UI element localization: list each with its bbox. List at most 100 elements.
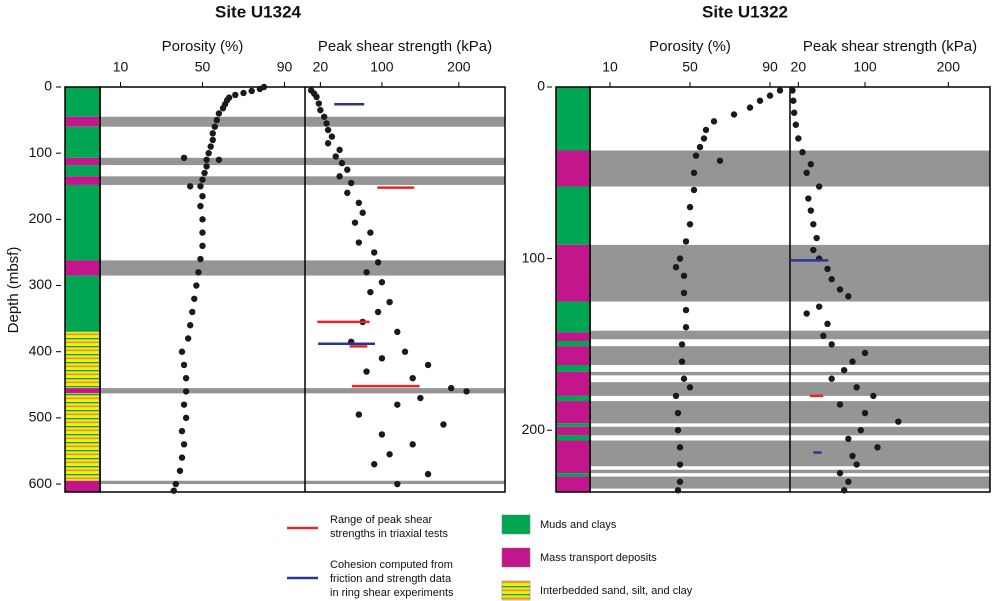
data-point (845, 293, 852, 300)
lithology-interval (556, 244, 590, 302)
data-point (182, 374, 190, 382)
data-point (440, 421, 447, 428)
lithology-interval (556, 150, 590, 187)
data-point (820, 332, 827, 340)
site-panel: Site U1322 0 100 200 Porosity (%) 10 50 90 Peak … (522, 2, 991, 494)
data-point (193, 282, 200, 289)
data-point (211, 123, 218, 130)
legend-swatch (501, 580, 531, 601)
x-axis-label: Peak shear strength (kPa) (803, 38, 977, 55)
x-tick-label: 100 (370, 59, 394, 75)
data-point (199, 176, 206, 183)
data-point (394, 480, 401, 488)
data-point (386, 451, 393, 458)
data-point (324, 126, 332, 134)
data-point (201, 169, 208, 177)
data-point (338, 159, 346, 167)
data-point (696, 143, 704, 151)
data-point (189, 308, 196, 316)
data-point (386, 298, 393, 306)
data-point (790, 109, 798, 116)
x-tick-label: 200 (937, 59, 961, 75)
data-point (394, 328, 401, 336)
x-axis-label: Porosity (%) (162, 38, 244, 55)
x-axis-label: Peak shear strength (kPa) (318, 38, 492, 55)
data-point (676, 255, 684, 262)
data-point (447, 384, 455, 392)
lithology-interval (65, 331, 100, 389)
data-point (336, 146, 343, 154)
lithology-interval (556, 395, 590, 402)
x-tick-label: 10 (113, 59, 129, 75)
legend-label: friction and strength data (330, 573, 452, 585)
data-point (870, 392, 877, 400)
data-point (367, 288, 374, 296)
data-point (209, 136, 216, 144)
data-point (347, 179, 355, 187)
y-tick-label: 500 (29, 409, 53, 425)
data-point (813, 234, 820, 242)
data-point (678, 358, 686, 365)
lithology-interval (556, 426, 590, 436)
data-point (199, 192, 206, 200)
data-point (895, 418, 902, 425)
data-point (678, 341, 686, 348)
data-point (180, 441, 188, 448)
data-point (682, 238, 690, 245)
legend-label: Interbedded sand, silt, and clay (540, 585, 693, 597)
lithology-interval (556, 186, 590, 245)
data-point (810, 246, 817, 254)
lithology-interval (556, 435, 590, 441)
data-point (197, 183, 204, 190)
y-axis-label: Depth (mbsf) (5, 247, 22, 334)
data-point (716, 157, 724, 164)
data-point (344, 166, 351, 173)
lithology-interval (65, 157, 100, 166)
data-point (205, 149, 212, 157)
lithology-interval (65, 480, 100, 492)
y-tick-label: 0 (44, 78, 52, 94)
data-point (317, 106, 324, 114)
y-tick-label: 600 (29, 475, 53, 491)
data-point (845, 435, 852, 443)
x-tick-label: 10 (602, 59, 618, 75)
mtd-band (100, 176, 505, 185)
lithology-interval (556, 423, 590, 427)
data-point (836, 469, 844, 477)
data-point (874, 444, 881, 451)
data-point (836, 286, 844, 293)
data-point (203, 156, 210, 163)
data-point (424, 470, 432, 478)
data-point (332, 153, 339, 160)
data-point (690, 169, 698, 177)
data-point (182, 414, 190, 422)
data-point (215, 156, 223, 163)
data-point (328, 133, 336, 140)
data-point (378, 355, 386, 362)
data-point (374, 308, 382, 316)
data-point (232, 91, 239, 99)
legend-label: Mass transport deposits (540, 552, 657, 564)
data-point (313, 93, 320, 101)
data-point (702, 126, 710, 134)
data-point (815, 183, 823, 190)
data-point (845, 478, 852, 485)
y-tick-label: 100 (29, 144, 53, 160)
lithology-interval (556, 401, 590, 424)
data-point (219, 104, 227, 112)
data-point (197, 255, 204, 263)
data-point (363, 269, 370, 276)
data-point (680, 375, 688, 382)
data-point (323, 120, 330, 127)
x-axis-label: Porosity (%) (649, 38, 731, 55)
data-point (178, 454, 186, 461)
data-point (187, 322, 194, 329)
data-point (828, 341, 835, 348)
data-point (321, 113, 328, 120)
data-point (692, 152, 700, 159)
data-point (178, 348, 186, 355)
mtd-band (100, 480, 505, 485)
site-panel: Site U1324 Depth (mbsf) 0 100 200 300 400 500 60… (5, 2, 506, 494)
mtd-band (100, 116, 505, 127)
data-point (409, 441, 416, 448)
